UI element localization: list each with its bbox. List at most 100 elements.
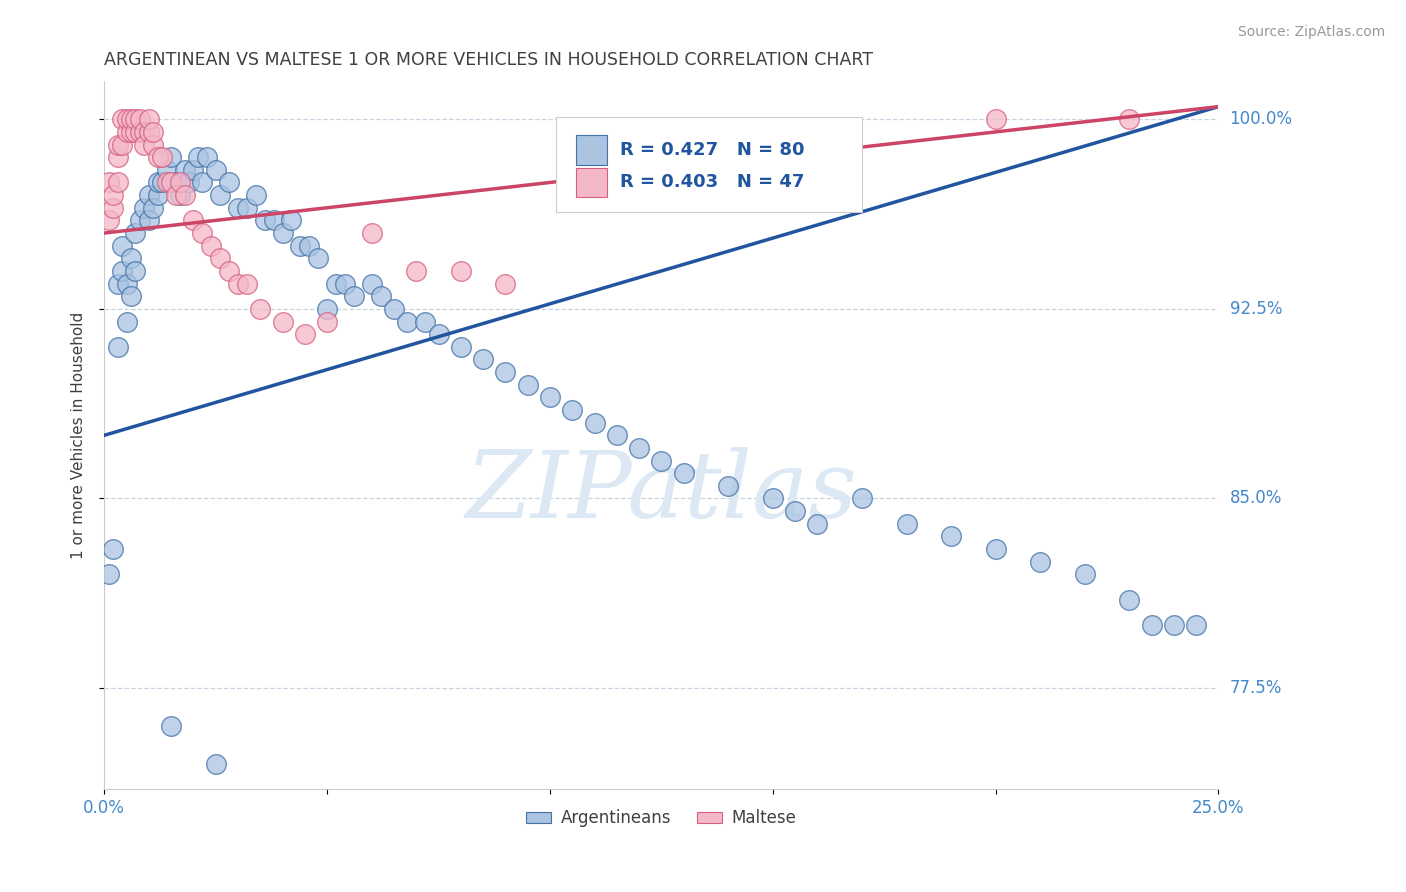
Point xyxy=(325,277,347,291)
Legend: Argentineans, Maltese: Argentineans, Maltese xyxy=(520,803,803,834)
Point xyxy=(245,188,267,202)
Point xyxy=(494,365,516,379)
Point xyxy=(138,188,160,202)
Point xyxy=(218,176,240,190)
Point xyxy=(650,453,672,467)
Point xyxy=(103,201,125,215)
Point xyxy=(129,112,152,127)
Point xyxy=(226,277,249,291)
Point xyxy=(129,213,152,227)
Point xyxy=(427,327,450,342)
Point xyxy=(124,125,146,139)
Point xyxy=(120,112,142,127)
Point xyxy=(111,264,134,278)
Point xyxy=(97,567,120,582)
Point xyxy=(107,150,129,164)
Point xyxy=(191,226,214,240)
Text: Source: ZipAtlas.com: Source: ZipAtlas.com xyxy=(1237,25,1385,39)
Point xyxy=(333,277,356,291)
Point xyxy=(165,176,187,190)
Point xyxy=(146,188,169,202)
Point xyxy=(343,289,366,303)
Point xyxy=(146,176,169,190)
Point xyxy=(472,352,495,367)
Point xyxy=(896,516,918,531)
Point xyxy=(111,137,134,152)
Point xyxy=(253,213,276,227)
Point xyxy=(370,289,392,303)
Point xyxy=(142,137,165,152)
Point xyxy=(1185,618,1208,632)
Point xyxy=(290,238,312,252)
Text: ZIPatlas: ZIPatlas xyxy=(465,447,858,537)
Point xyxy=(183,213,205,227)
Point xyxy=(160,176,183,190)
Point xyxy=(226,201,249,215)
Point xyxy=(405,264,427,278)
Point xyxy=(1118,112,1140,127)
Point xyxy=(516,377,538,392)
Point xyxy=(209,252,232,266)
Text: 100.0%: 100.0% xyxy=(1230,111,1292,128)
Point xyxy=(271,314,294,328)
Point xyxy=(173,188,195,202)
Point xyxy=(129,125,152,139)
Point xyxy=(97,176,120,190)
Point xyxy=(450,264,472,278)
Point xyxy=(191,176,214,190)
Point xyxy=(717,479,740,493)
Point xyxy=(984,112,1007,127)
Point xyxy=(120,252,142,266)
Point xyxy=(115,277,138,291)
Point xyxy=(209,188,232,202)
Point xyxy=(236,277,259,291)
FancyBboxPatch shape xyxy=(555,117,862,212)
Point xyxy=(382,301,405,316)
Point xyxy=(111,238,134,252)
Point xyxy=(672,466,695,480)
Text: R = 0.427   N = 80: R = 0.427 N = 80 xyxy=(620,141,804,159)
Text: 85.0%: 85.0% xyxy=(1230,490,1282,508)
Text: 77.5%: 77.5% xyxy=(1230,679,1282,697)
Point xyxy=(120,125,142,139)
Point xyxy=(156,176,179,190)
Point xyxy=(762,491,785,506)
Point xyxy=(280,213,302,227)
Point xyxy=(1163,618,1185,632)
Point xyxy=(316,314,339,328)
Point xyxy=(156,162,179,177)
Point xyxy=(218,264,240,278)
Point xyxy=(628,441,651,455)
Point xyxy=(307,252,329,266)
Point xyxy=(120,289,142,303)
Point xyxy=(142,125,165,139)
Point xyxy=(806,516,828,531)
Point xyxy=(450,340,472,354)
Point xyxy=(538,390,561,404)
Point xyxy=(107,176,129,190)
Point xyxy=(204,756,226,771)
Point xyxy=(1118,592,1140,607)
FancyBboxPatch shape xyxy=(575,136,607,164)
Point xyxy=(494,277,516,291)
Point xyxy=(134,201,156,215)
Point xyxy=(138,125,160,139)
Text: ARGENTINEAN VS MALTESE 1 OR MORE VEHICLES IN HOUSEHOLD CORRELATION CHART: ARGENTINEAN VS MALTESE 1 OR MORE VEHICLE… xyxy=(104,51,873,69)
Point xyxy=(134,137,156,152)
Point xyxy=(249,301,271,316)
Point xyxy=(1029,555,1052,569)
Point xyxy=(298,238,321,252)
Point xyxy=(115,125,138,139)
Point xyxy=(177,176,200,190)
Point xyxy=(236,201,259,215)
Point xyxy=(124,226,146,240)
Point xyxy=(160,719,183,733)
Point xyxy=(413,314,436,328)
Point xyxy=(583,416,606,430)
Point xyxy=(138,112,160,127)
Text: 92.5%: 92.5% xyxy=(1230,300,1282,318)
Point xyxy=(200,238,222,252)
Point xyxy=(111,112,134,127)
Point xyxy=(851,491,873,506)
Point xyxy=(107,277,129,291)
